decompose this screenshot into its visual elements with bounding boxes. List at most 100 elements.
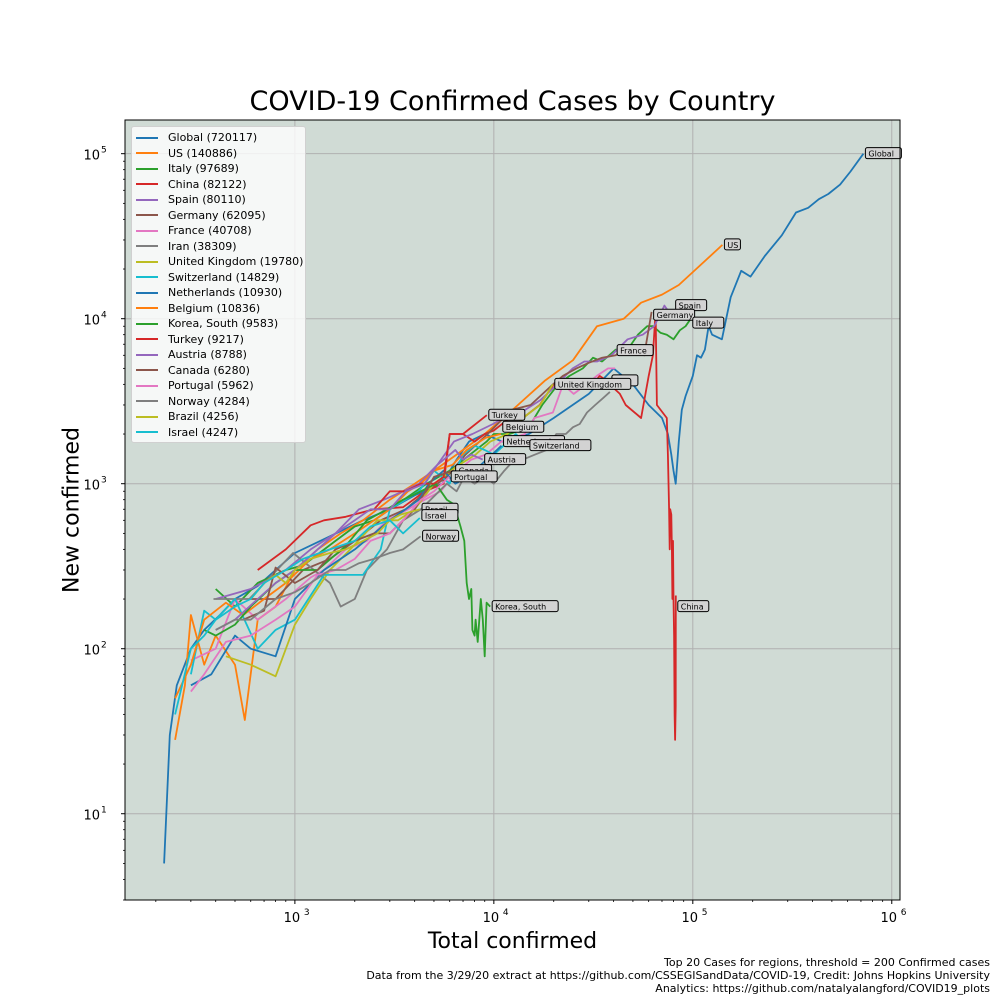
legend-label: Germany (62095) — [168, 208, 266, 222]
y-tick-label: 10 — [83, 314, 100, 329]
legend-swatch — [136, 167, 158, 170]
svg-text:United Kingdom: United Kingdom — [558, 380, 622, 389]
annotation-norway: Norway — [422, 529, 460, 542]
legend-item: Iran (38309) — [132, 239, 305, 255]
svg-text:China: China — [681, 603, 704, 612]
annotations: GlobalUSSpainGermanyItalyFranceIranUnite… — [421, 147, 902, 613]
footer-line: Analytics: https://github.com/natalyalan… — [655, 982, 990, 995]
annotation-china: China — [677, 600, 710, 613]
legend-swatch — [136, 322, 158, 325]
annotation-united-kingdom: United Kingdom — [554, 377, 632, 390]
legend-label: Netherlands (10930) — [168, 286, 283, 300]
annotation-korea-south: Korea, South — [491, 600, 559, 613]
x-tick-exponent: 4 — [503, 908, 509, 918]
legend-swatch — [136, 291, 158, 294]
legend-label: Austria (8788) — [168, 348, 247, 362]
svg-text:Austria: Austria — [488, 456, 516, 465]
series-line-turkey — [373, 414, 488, 510]
svg-text:US: US — [727, 241, 738, 250]
legend-item: Belgium (10836) — [132, 301, 305, 317]
y-tick-exponent: 2 — [101, 641, 107, 651]
x-axis-label: Total confirmed — [427, 929, 598, 954]
legend-swatch — [136, 260, 158, 263]
legend-swatch — [136, 183, 158, 186]
legend-item: US (140886) — [132, 146, 305, 162]
legend-label: Global (720117) — [168, 131, 258, 145]
legend-swatch — [136, 198, 158, 201]
svg-text:France: France — [620, 347, 647, 356]
svg-text:Israel: Israel — [425, 512, 447, 521]
legend-label: Belgium (10836) — [168, 301, 261, 315]
legend-swatch — [136, 384, 158, 387]
y-tick-label: 10 — [83, 644, 100, 659]
y-tick-exponent: 4 — [101, 311, 107, 321]
series-line-italy — [215, 318, 692, 608]
svg-text:Global: Global — [868, 150, 894, 159]
legend-label: Korea, South (9583) — [168, 317, 279, 331]
svg-text:Italy: Italy — [696, 319, 714, 328]
x-tick-label: 10 — [682, 911, 699, 926]
x-tick-label: 10 — [284, 911, 301, 926]
series-line-norway — [215, 535, 422, 631]
x-tick-label: 10 — [483, 911, 500, 926]
series-lines — [163, 153, 865, 864]
y-tick-label: 10 — [83, 809, 100, 824]
legend-item: Global (720117) — [132, 130, 305, 146]
legend-label: China (82122) — [168, 177, 247, 191]
legend-swatch — [136, 152, 158, 155]
legend-item: Italy (97689) — [132, 161, 305, 177]
y-tick-exponent: 1 — [101, 806, 107, 816]
svg-text:Spain: Spain — [679, 302, 701, 311]
legend-item: Brazil (4256) — [132, 409, 305, 425]
footer-line: Data from the 3/29/20 extract at https:/… — [366, 969, 990, 982]
legend-swatch — [136, 369, 158, 372]
legend-swatch — [136, 214, 158, 217]
axis-ticks: 10 3 10 4 10 5 10 610 110 210 310 410 5 — [83, 146, 906, 926]
x-tick-exponent: 3 — [304, 908, 310, 918]
legend-label: Italy (97689) — [168, 162, 239, 176]
series-line-belgium — [174, 433, 502, 699]
legend-label: United Kingdom (19780) — [168, 255, 304, 269]
legend-swatch — [136, 338, 158, 341]
annotation-global: Global — [864, 147, 902, 160]
annotation-france: France — [616, 344, 654, 357]
y-tick-exponent: 5 — [101, 146, 107, 156]
y-tick-label: 10 — [83, 479, 100, 494]
legend-item: China (82122) — [132, 177, 305, 193]
annotation-turkey: Turkey — [488, 408, 526, 421]
legend-item: Germany (62095) — [132, 208, 305, 224]
annotation-germany: Germany — [653, 308, 696, 321]
svg-text:Belgium: Belgium — [506, 423, 539, 432]
annotation-switzerland: Switzerland — [529, 439, 592, 452]
annotation-us: US — [723, 238, 741, 251]
legend-swatch — [136, 276, 158, 279]
legend-label: Switzerland (14829) — [168, 270, 280, 284]
legend-label: US (140886) — [168, 146, 238, 160]
legend-item: Israel (4247) — [132, 425, 305, 441]
plot-frame — [124, 119, 901, 901]
legend: Global (720117) US (140886) Italy (97689) C… — [131, 126, 306, 443]
legend-item: France (40708) — [132, 223, 305, 239]
y-tick-exponent: 3 — [101, 476, 107, 486]
svg-text:Turkey: Turkey — [491, 411, 518, 420]
legend-item: Canada (6280) — [132, 363, 305, 379]
svg-text:Germany: Germany — [657, 311, 694, 320]
svg-text:Korea, South: Korea, South — [495, 603, 546, 612]
footer-notes: Top 20 Cases for regions, threshold = 20… — [366, 956, 990, 995]
legend-swatch — [136, 229, 158, 232]
legend-item: Netherlands (10930) — [132, 285, 305, 301]
legend-swatch — [136, 400, 158, 403]
legend-swatch — [136, 307, 158, 310]
x-tick-label: 10 — [880, 911, 897, 926]
svg-text:Portugal: Portugal — [454, 473, 487, 482]
legend-swatch — [136, 245, 158, 248]
annotation-portugal: Portugal — [450, 470, 498, 483]
series-line-israel — [174, 517, 421, 715]
legend-item: Norway (4284) — [132, 394, 305, 410]
legend-swatch — [136, 136, 158, 139]
legend-item: Korea, South (9583) — [132, 316, 305, 332]
legend-item: Spain (80110) — [132, 192, 305, 208]
y-axis-label: New confirmed — [59, 427, 85, 593]
legend-item: Switzerland (14829) — [132, 270, 305, 286]
legend-item: Austria (8788) — [132, 347, 305, 363]
